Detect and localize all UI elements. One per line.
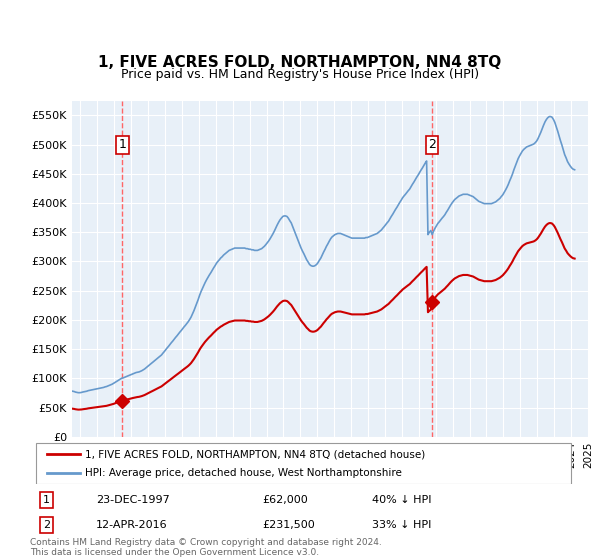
- Text: 12-APR-2016: 12-APR-2016: [96, 520, 168, 530]
- Text: 1, FIVE ACRES FOLD, NORTHAMPTON, NN4 8TQ: 1, FIVE ACRES FOLD, NORTHAMPTON, NN4 8TQ: [98, 55, 502, 70]
- Text: 2: 2: [43, 520, 50, 530]
- Text: 1, FIVE ACRES FOLD, NORTHAMPTON, NN4 8TQ (detached house): 1, FIVE ACRES FOLD, NORTHAMPTON, NN4 8TQ…: [85, 449, 425, 459]
- Text: 40% ↓ HPI: 40% ↓ HPI: [372, 495, 432, 505]
- Text: £62,000: £62,000: [262, 495, 308, 505]
- Text: 2: 2: [428, 138, 436, 151]
- Text: 23-DEC-1997: 23-DEC-1997: [96, 495, 170, 505]
- Text: 1: 1: [118, 138, 127, 151]
- Text: Contains HM Land Registry data © Crown copyright and database right 2024.
This d: Contains HM Land Registry data © Crown c…: [30, 538, 382, 557]
- Text: £231,500: £231,500: [262, 520, 314, 530]
- Text: HPI: Average price, detached house, West Northamptonshire: HPI: Average price, detached house, West…: [85, 468, 402, 478]
- Text: 33% ↓ HPI: 33% ↓ HPI: [372, 520, 431, 530]
- FancyBboxPatch shape: [35, 444, 571, 483]
- Text: Price paid vs. HM Land Registry's House Price Index (HPI): Price paid vs. HM Land Registry's House …: [121, 68, 479, 81]
- Text: 1: 1: [43, 495, 50, 505]
